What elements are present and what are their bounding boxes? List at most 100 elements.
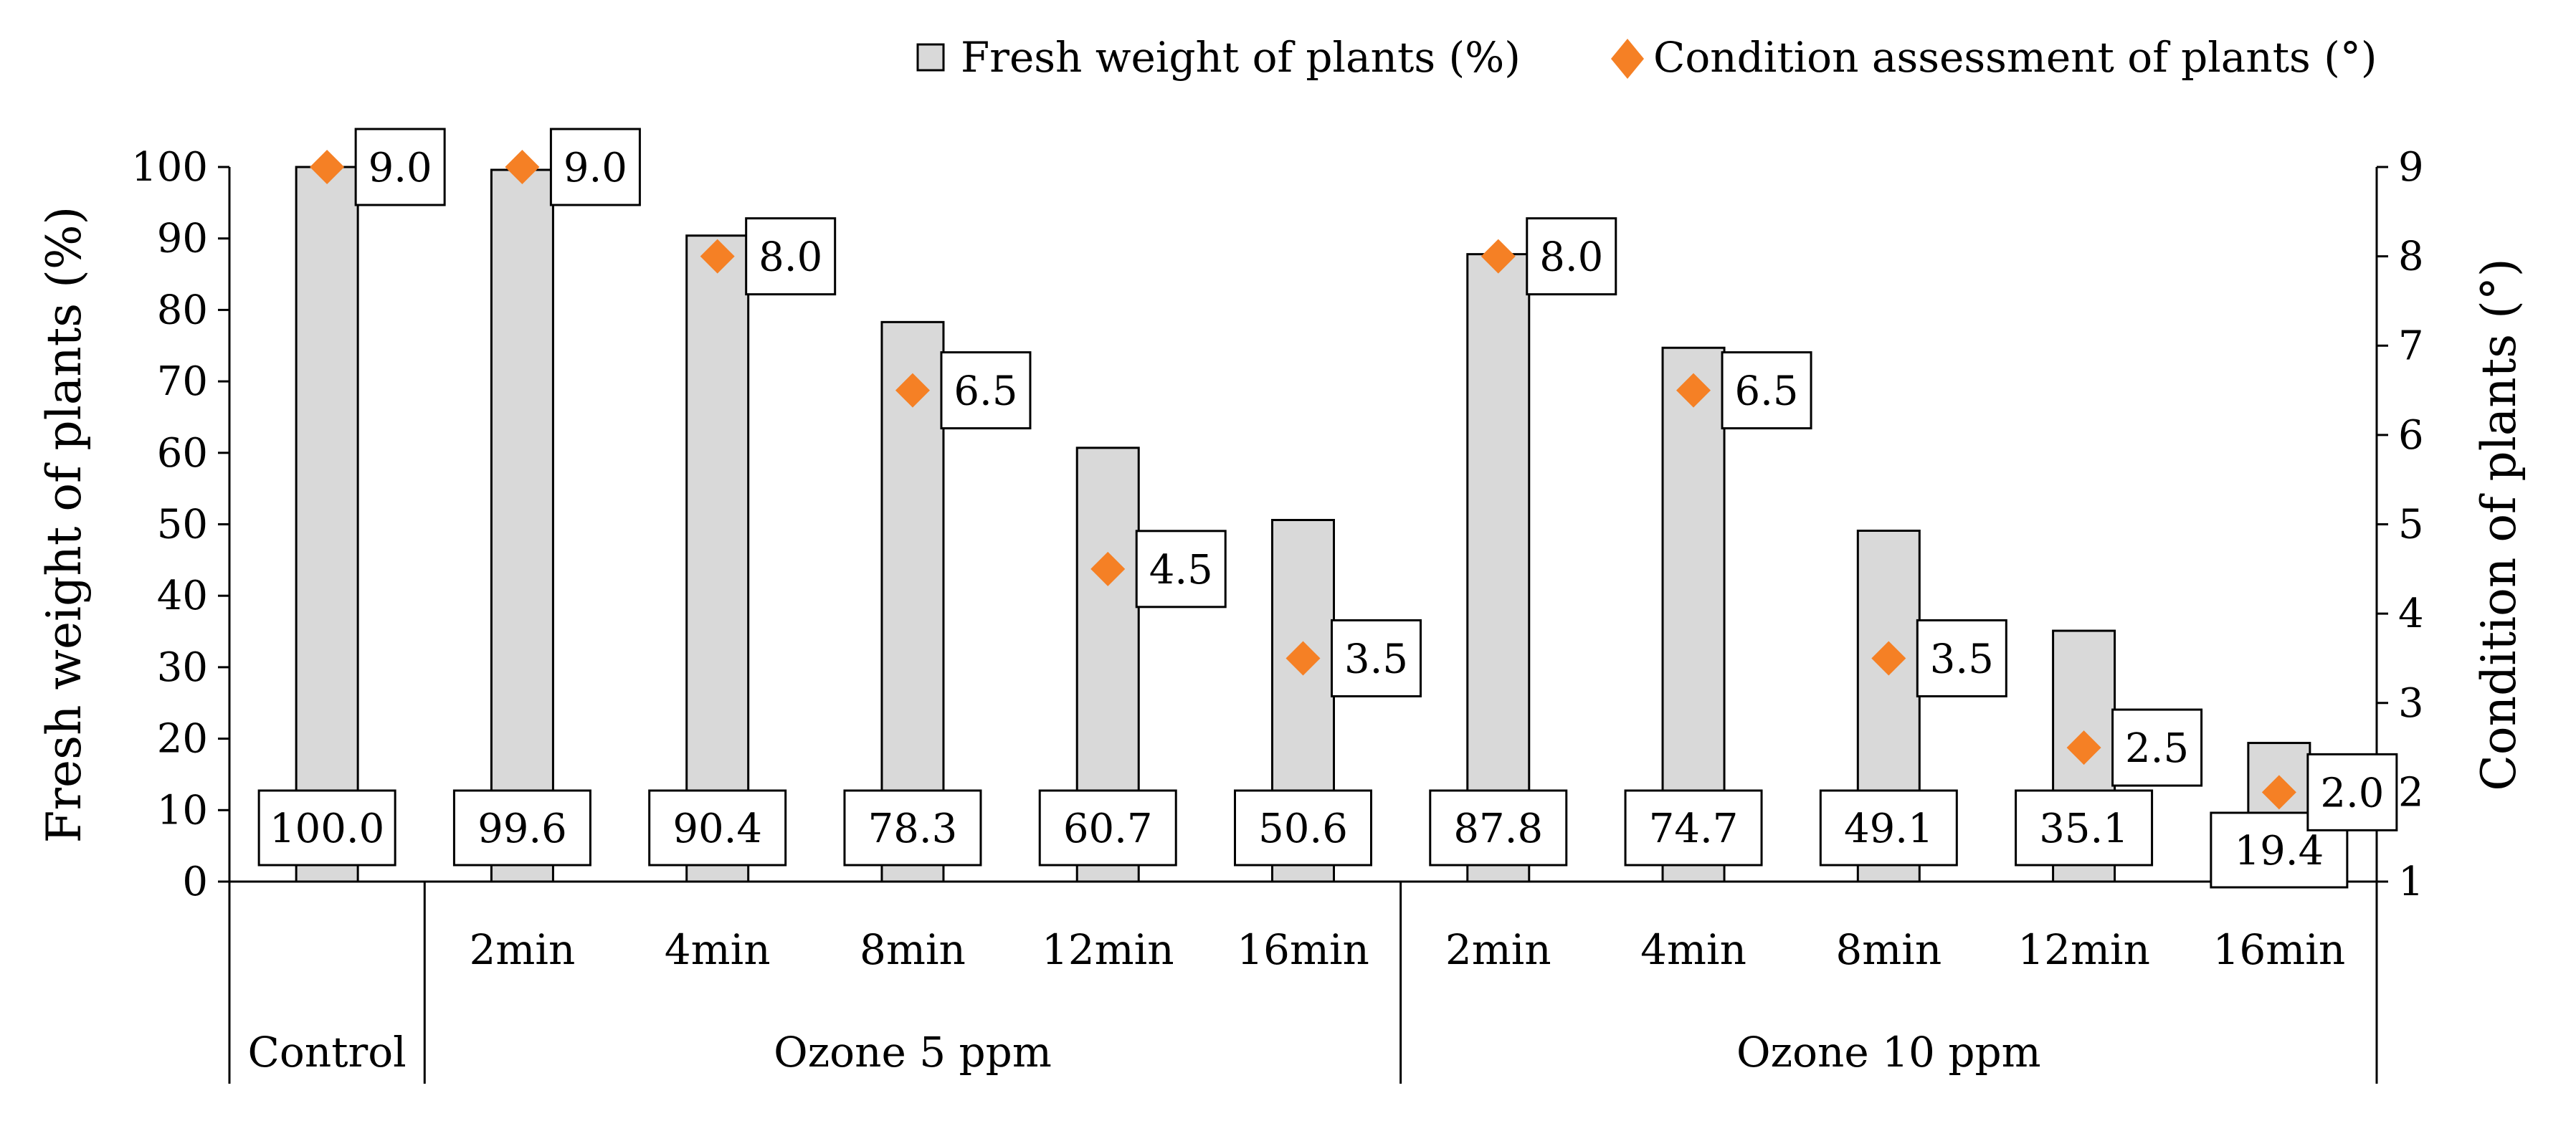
- legend-marker-label: Condition assessment of plants (°): [1653, 33, 2377, 82]
- markers: [310, 150, 2296, 810]
- bar: [880, 320, 945, 883]
- y-right-axis-title: Condition of plants (°): [2471, 258, 2527, 791]
- marker-value-box: [549, 128, 641, 206]
- marker-value-label: 6.5: [954, 368, 1017, 415]
- y-left-axis-title: Fresh weight of plants (%): [37, 206, 92, 844]
- y-right-tick-label: 9: [2398, 144, 2424, 191]
- category-label: 2min: [470, 925, 576, 974]
- bar-value-box: [2015, 789, 2154, 867]
- bar-value-label: 19.4: [2235, 828, 2324, 874]
- bar-value-box: [1429, 789, 1568, 867]
- marker-value-box: [1331, 619, 1422, 697]
- bar-value-box: [648, 789, 787, 867]
- group-label: Ozone 10 ppm: [1736, 1028, 2041, 1077]
- marker-value-box: [1916, 619, 2007, 697]
- category-label: 2min: [1445, 925, 1551, 974]
- marker-value-label: 6.5: [1735, 368, 1799, 415]
- condition-marker: [1871, 641, 1906, 676]
- marker-value-label: 2.5: [2125, 725, 2189, 772]
- condition-marker: [700, 239, 735, 274]
- legend-marker-swatch: [1611, 39, 1644, 79]
- condition-marker: [1285, 641, 1321, 676]
- bar-value-label: 78.3: [868, 806, 958, 852]
- bar-value-label: 35.1: [2039, 806, 2129, 852]
- y-left-tick-label: 90: [157, 216, 208, 262]
- bars: [295, 166, 2311, 883]
- bar-value-label: 87.8: [1453, 806, 1543, 852]
- bar-value-box: [1624, 789, 1763, 867]
- category-label: 12min: [1042, 925, 1174, 974]
- marker-value-label: 8.0: [1539, 234, 1603, 281]
- marker-value-box: [2111, 708, 2203, 787]
- category-label: 8min: [1835, 925, 1941, 974]
- category-label: 12min: [2017, 925, 2150, 974]
- bar-value-box: [1234, 789, 1372, 867]
- bar-value-label: 99.6: [477, 806, 567, 852]
- legend-bar-swatch: [916, 43, 945, 72]
- bar-labels: 100.0 99.6 90.4 78.3 60.7 50.6 87.8 74.7 49.1 35.…: [257, 789, 2349, 889]
- y-left-tick-label: 10: [157, 787, 208, 834]
- y-left-tick-label: 40: [157, 573, 208, 619]
- condition-marker: [2066, 730, 2101, 765]
- condition-marker: [505, 150, 540, 184]
- marker-value-label: 4.5: [1149, 547, 1213, 593]
- y-left-tick-label: 30: [157, 644, 208, 691]
- category-label: 16min: [1237, 925, 1369, 974]
- group-label: Control: [248, 1028, 407, 1077]
- bar-value-box: [452, 789, 591, 867]
- category-label: 16min: [2213, 925, 2346, 974]
- legend-bar-label: Fresh weight of plants (%): [961, 33, 1521, 82]
- bar: [490, 168, 554, 883]
- bar-value-label: 100.0: [270, 806, 384, 852]
- condition-marker: [1090, 551, 1126, 586]
- category-label: 4min: [1640, 925, 1746, 974]
- bar-value-label: 60.7: [1063, 806, 1153, 852]
- marker-value-box: [354, 128, 446, 206]
- y-right-tick-label: 8: [2398, 234, 2424, 280]
- marker-value-label: 2.0: [2320, 770, 2384, 816]
- y-right-tick-label: 2: [2398, 769, 2424, 816]
- marker-value-box: [745, 217, 837, 296]
- y-right-tick-label: 7: [2398, 323, 2424, 369]
- category-label: 8min: [860, 925, 966, 974]
- y-left-tick-label: 50: [157, 502, 208, 548]
- y-left-tick-label: 80: [157, 287, 208, 333]
- y-right-tick-label: 1: [2398, 859, 2424, 905]
- y-left-tick-label: 70: [157, 358, 208, 405]
- marker-value-box: [1526, 217, 1617, 296]
- bar-value-label: 74.7: [1649, 806, 1739, 852]
- y-right-tick-label: 4: [2398, 591, 2424, 637]
- y-left-tick-label: 100: [131, 144, 208, 191]
- bar-value-label: 49.1: [1844, 806, 1934, 852]
- marker-value-label: 3.5: [1930, 636, 1994, 682]
- y-right-tick-label: 6: [2398, 412, 2424, 459]
- bar: [1466, 253, 1531, 883]
- y-left-tick-label: 20: [157, 716, 208, 763]
- marker-value-box: [1721, 351, 1812, 430]
- bar: [685, 234, 750, 883]
- bar-value-label: 50.6: [1258, 806, 1348, 852]
- y-left-tick-label: 60: [157, 430, 208, 477]
- condition-marker: [2261, 775, 2296, 810]
- marker-value-label: 9.0: [564, 145, 627, 191]
- marker-value-label: 9.0: [369, 145, 432, 191]
- marker-value-label: 8.0: [759, 234, 822, 281]
- y-right-tick-label: 5: [2398, 502, 2424, 548]
- bar-value-box: [843, 789, 982, 867]
- condition-marker: [310, 150, 345, 184]
- y-right-ticks: 1 2 3 4 5 6 7 8 9: [2377, 144, 2424, 905]
- condition-marker: [1676, 373, 1711, 408]
- marker-labels: 9.0 9.0 8.0 6.5 4.5 3.5 8.0 6.5 3.5 2.5 2.0: [354, 128, 2398, 831]
- group-label: Ozone 5 ppm: [774, 1028, 1052, 1077]
- category-label: 4min: [665, 925, 771, 974]
- marker-value-box: [940, 351, 1032, 430]
- y-left-ticks: 0 10 20 30 40 50 60 70 80 90 100: [131, 144, 229, 905]
- marker-value-box: [1135, 530, 1227, 609]
- condition-marker: [1481, 239, 1516, 274]
- bar: [295, 166, 359, 883]
- x-groups: Control Ozone 5 ppm Ozone 10 ppm: [228, 882, 2378, 1084]
- condition-marker: [895, 373, 930, 408]
- bar-value-box: [1819, 789, 1958, 867]
- marker-value-label: 3.5: [1344, 636, 1408, 682]
